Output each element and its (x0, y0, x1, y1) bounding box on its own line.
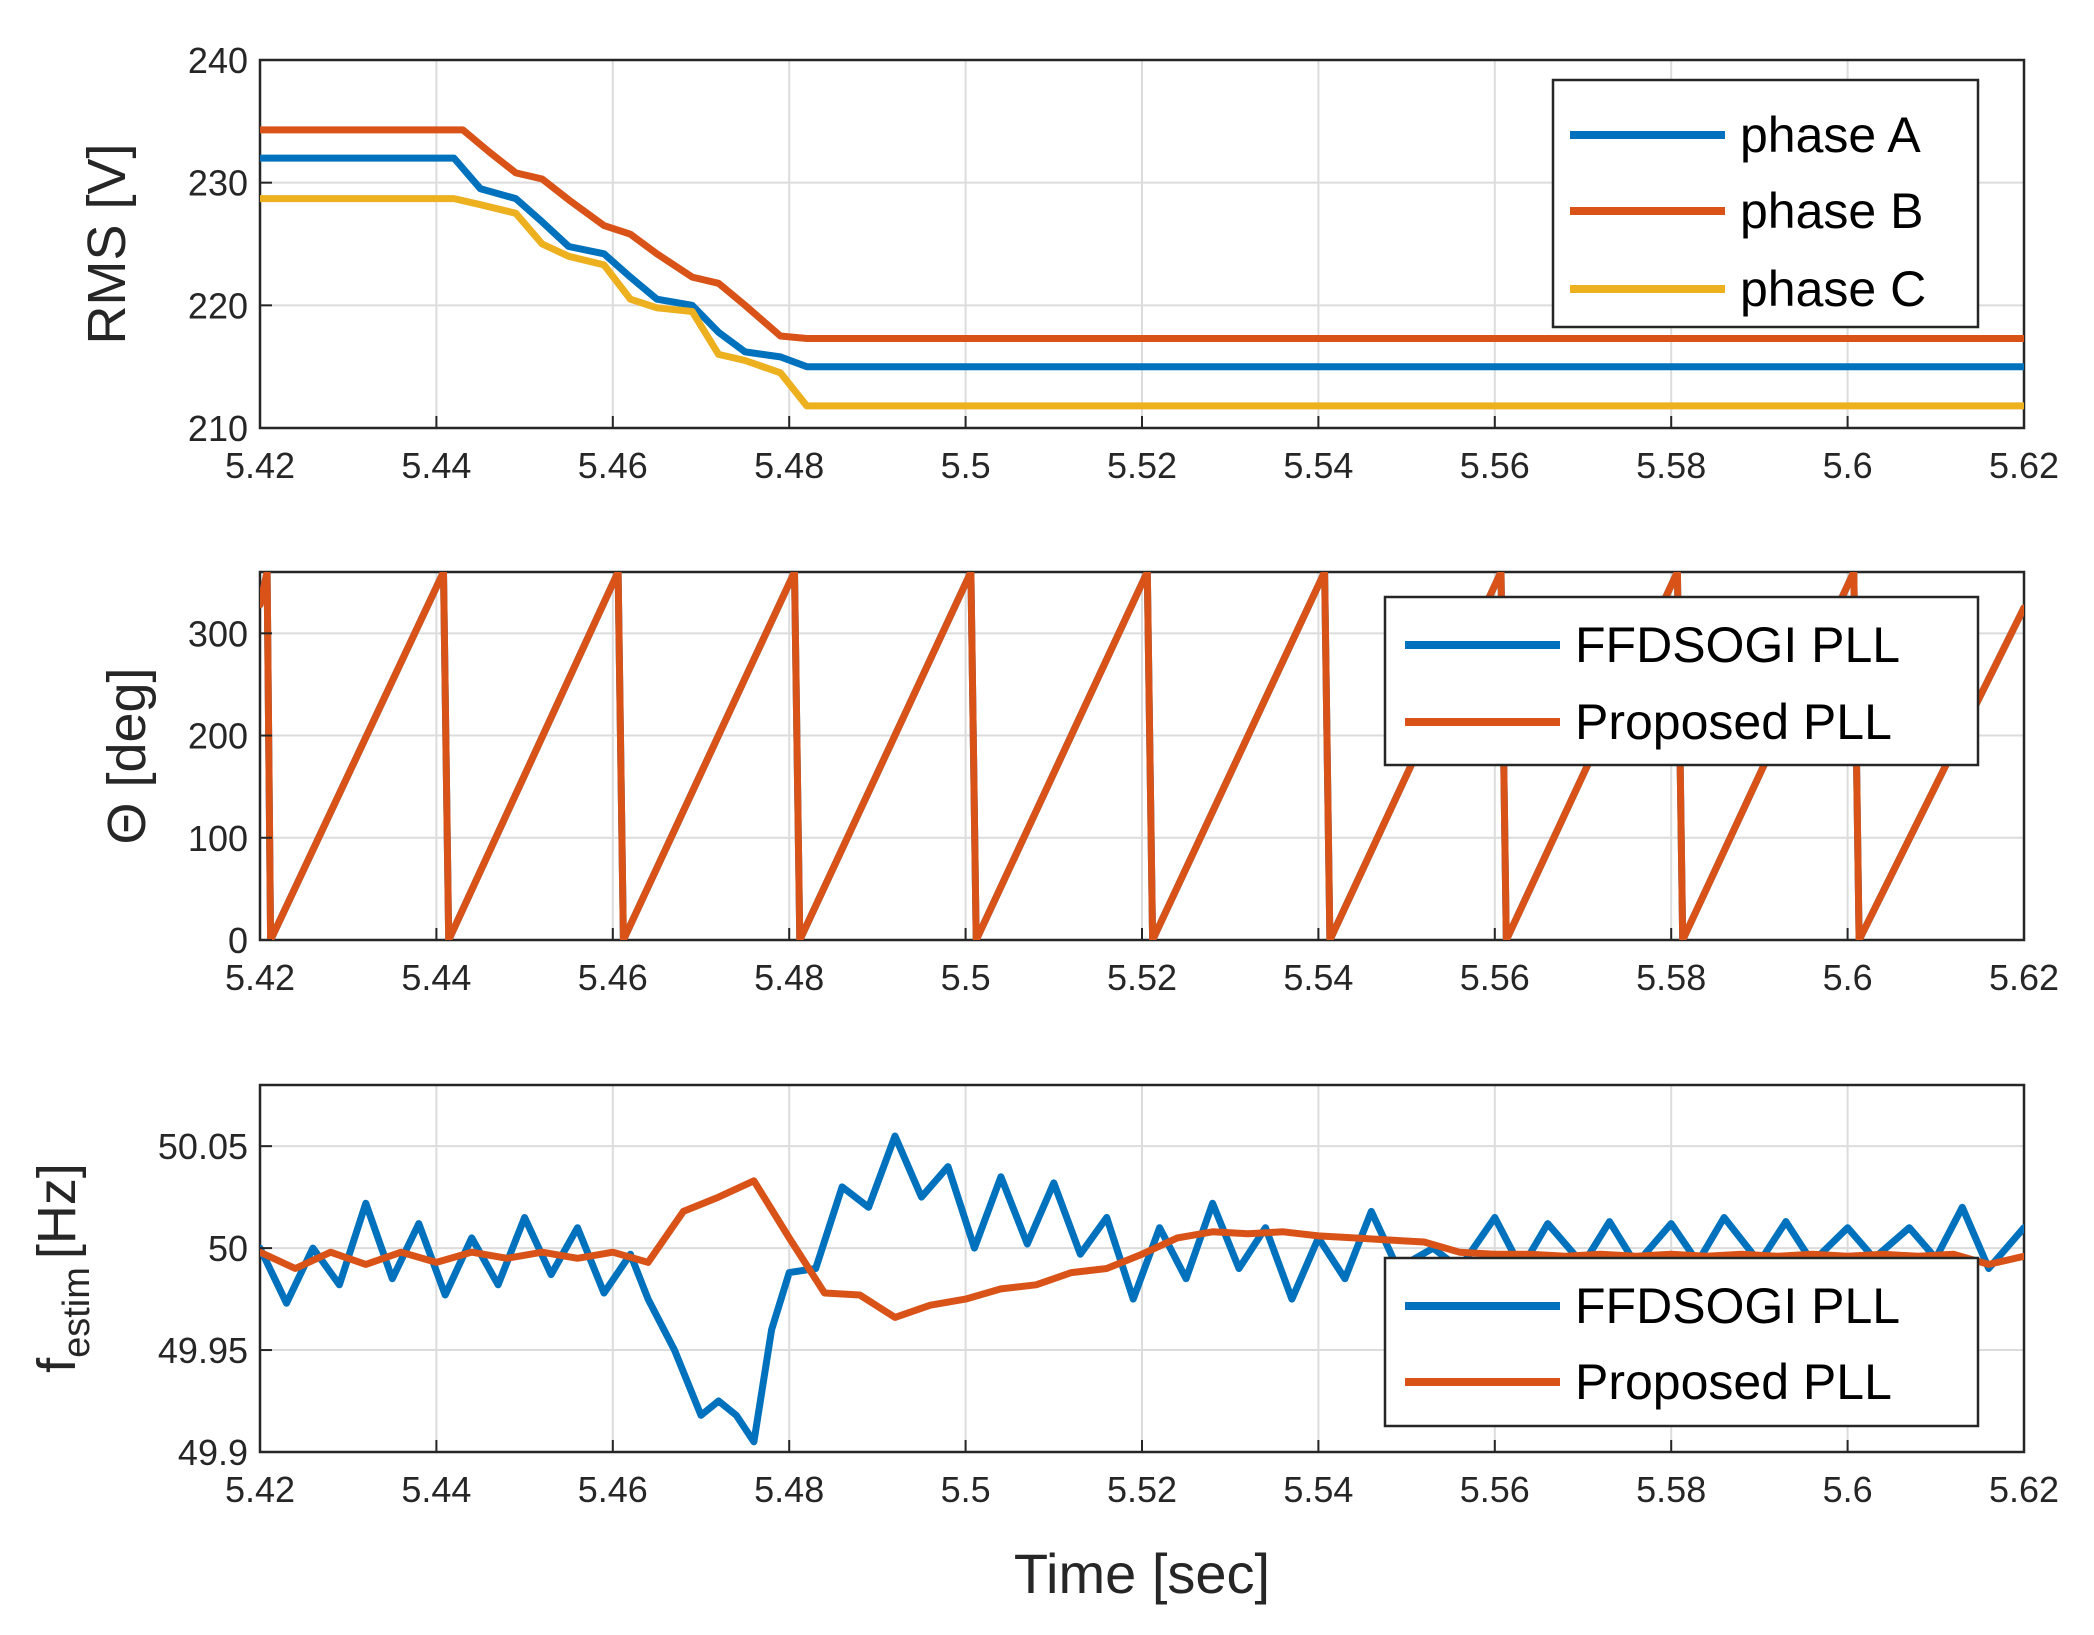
freq-y-axis-label: festim [Hz] (27, 1163, 98, 1373)
x-tick-label: 5.48 (754, 445, 824, 486)
y-tick-label: 50.05 (158, 1126, 248, 1167)
y-tick-label: 49.95 (158, 1330, 248, 1371)
x-tick-label: 5.42 (225, 445, 295, 486)
phase-angle-chart: 5.42 5.44 5.46 5.48 5.5 5.52 5.54 5.56 5.58 5.6 5.… (97, 570, 2059, 998)
series-phase-b (260, 126, 2024, 342)
rms-legend: phase A phase B phase C (1551, 78, 1980, 329)
legend-label: FFDSOGI PLL (1575, 617, 1900, 673)
x-tick-label: 5.52 (1107, 1469, 1177, 1510)
x-tick-label: 5.58 (1636, 1469, 1706, 1510)
x-tick-label: 5.6 (1823, 1469, 1873, 1510)
x-tick-label: 5.48 (754, 957, 824, 998)
rms-y-axis-label: RMS [V] (77, 143, 137, 344)
series-phase-a (260, 154, 2024, 371)
x-tick-label: 5.5 (941, 1469, 991, 1510)
y-tick-label: 230 (188, 163, 248, 204)
x-tick-label: 5.54 (1283, 957, 1353, 998)
legend-box (1383, 1256, 1980, 1428)
y-tick-label: 0 (228, 920, 248, 961)
series-proposed-pll (260, 1177, 2024, 1321)
legend-box (1383, 595, 1980, 767)
x-tick-label: 5.5 (941, 957, 991, 998)
y-tick-label: 210 (188, 408, 248, 449)
y-tick-label: 220 (188, 285, 248, 326)
theta-y-axis-label: Θ [deg] (97, 667, 157, 844)
legend-label: phase A (1740, 107, 1921, 163)
x-tick-label: 5.46 (578, 445, 648, 486)
x-tick-label: 5.54 (1283, 445, 1353, 486)
x-tick-label: 5.6 (1823, 445, 1873, 486)
freq-y-axis-symbol: f (27, 1357, 87, 1373)
x-tick-label: 5.58 (1636, 957, 1706, 998)
legend-label: phase B (1740, 183, 1923, 239)
x-tick-label: 5.56 (1460, 445, 1530, 486)
legend-label: Proposed PLL (1575, 1354, 1892, 1410)
x-tick-label: 5.58 (1636, 445, 1706, 486)
y-tick-label: 49.9 (178, 1432, 248, 1473)
y-tick-label: 240 (188, 40, 248, 81)
x-tick-label: 5.6 (1823, 957, 1873, 998)
legend-label: phase C (1740, 261, 1926, 317)
freq-y-axis-subscript: estim (56, 1267, 98, 1358)
x-tick-label: 5.52 (1107, 445, 1177, 486)
theta-legend: FFDSOGI PLL Proposed PLL (1383, 595, 1980, 767)
x-tick-label: 5.48 (754, 1469, 824, 1510)
legend-label: Proposed PLL (1575, 694, 1892, 750)
legend-label: FFDSOGI PLL (1575, 1278, 1900, 1334)
y-tick-label: 50 (208, 1228, 248, 1269)
x-tick-label: 5.46 (578, 1469, 648, 1510)
x-tick-label: 5.42 (225, 957, 295, 998)
freq-legend: FFDSOGI PLL Proposed PLL (1383, 1256, 1980, 1428)
time-x-axis-label: Time [sec] (1014, 1542, 1270, 1605)
legend-box (1551, 78, 1980, 329)
rms-voltage-chart: 5.42 5.44 5.46 5.48 5.5 5.52 5.54 5.56 5.58 5.6 5.… (77, 40, 2059, 486)
x-tick-label: 5.62 (1989, 1469, 2059, 1510)
x-tick-label: 5.46 (578, 957, 648, 998)
x-tick-label: 5.62 (1989, 957, 2059, 998)
frequency-chart: 5.42 5.44 5.46 5.48 5.5 5.52 5.54 5.56 5.58 5.6 5.… (27, 1083, 2059, 1605)
x-tick-label: 5.56 (1460, 957, 1530, 998)
x-tick-label: 5.52 (1107, 957, 1177, 998)
x-tick-label: 5.44 (401, 1469, 471, 1510)
y-tick-label: 100 (188, 818, 248, 859)
series-phase-c (260, 195, 2024, 410)
x-tick-label: 5.42 (225, 1469, 295, 1510)
x-tick-label: 5.62 (1989, 445, 2059, 486)
freq-y-axis-unit: [Hz] (27, 1163, 87, 1259)
x-tick-label: 5.56 (1460, 1469, 1530, 1510)
x-tick-label: 5.44 (401, 445, 471, 486)
y-tick-label: 200 (188, 716, 248, 757)
x-tick-label: 5.5 (941, 445, 991, 486)
x-tick-label: 5.54 (1283, 1469, 1353, 1510)
y-tick-label: 300 (188, 613, 248, 654)
x-tick-label: 5.44 (401, 957, 471, 998)
